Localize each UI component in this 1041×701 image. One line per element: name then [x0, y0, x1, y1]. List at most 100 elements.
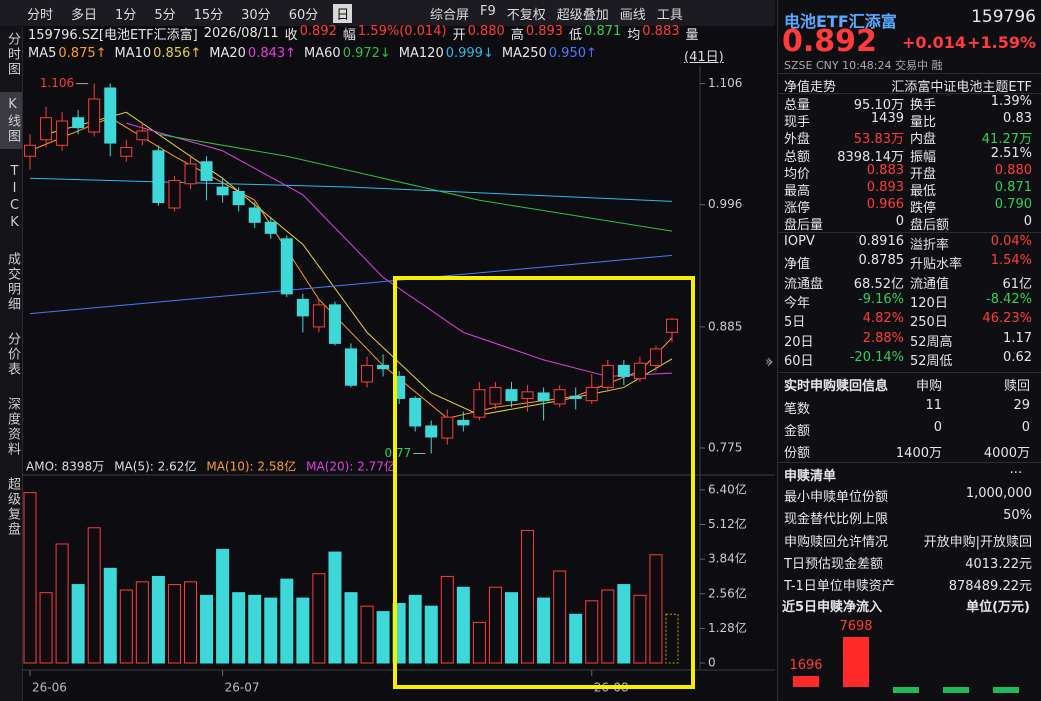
ma-item: MA10 0.856↑ — [115, 46, 202, 61]
row-label: 换手 — [910, 98, 937, 113]
candle-body — [633, 362, 646, 380]
col-head: 赎回 — [1003, 379, 1030, 394]
side-tab[interactable]: 成交明细 — [5, 252, 20, 312]
ma-name: MA250 — [501, 46, 547, 61]
tool[interactable]: F9 — [480, 4, 496, 19]
volume-bar — [280, 578, 294, 664]
tab[interactable]: 多日 — [71, 8, 98, 23]
tab[interactable]: 30分 — [241, 8, 271, 23]
side-tab[interactable]: 深度资料 — [5, 397, 20, 457]
row-value: 50% — [1003, 508, 1032, 524]
side-tab[interactable]: 分价表 — [5, 332, 20, 377]
info-bar: 159796.SZ[电池ETF汇添富] 2026/08/11 收 0.892 幅 1.59… — [28, 23, 699, 43]
tool[interactable]: 超级叠加 — [556, 8, 609, 23]
candle-body — [457, 419, 470, 426]
volume-bar — [23, 492, 37, 664]
candle-body — [328, 304, 341, 344]
candle-body — [88, 98, 101, 133]
row-value: 开放申购|开放赎回 — [923, 534, 1032, 550]
row-value: 0 — [895, 214, 904, 230]
ma-name: MA10 — [114, 46, 152, 61]
row-label: 最小申赎单位份额 — [784, 490, 889, 505]
candle-body — [666, 318, 678, 333]
quote-value: 0.883 — [642, 23, 680, 39]
row-value: 0.8916 — [858, 234, 905, 249]
row-label: 流通值 — [910, 276, 950, 292]
symbol: 159796.SZ[电池ETF汇添富] — [28, 27, 198, 43]
side-tab[interactable]: 分时图 — [5, 32, 20, 77]
candle-body — [136, 130, 149, 141]
volume-bar — [264, 597, 278, 664]
y-tick-label: 0.775 — [708, 440, 742, 454]
row-label: 20日 — [784, 334, 814, 350]
row-value: 0.8785 — [858, 253, 905, 269]
quote-label: 幅 — [342, 27, 356, 43]
ma-value: 0.856↑ — [153, 46, 202, 61]
row-value: 1.54% — [990, 253, 1032, 269]
quote-item: 均 0.883 — [627, 24, 679, 43]
candle-body — [521, 391, 534, 399]
volume-bar — [119, 589, 133, 664]
volume-bar — [601, 589, 615, 664]
ma-value: 0.875↑ — [58, 46, 107, 61]
side-tab[interactable]: 超级复盘 — [5, 477, 20, 537]
tool[interactable]: 不复权 — [506, 8, 546, 23]
tab[interactable]: 分时 — [27, 8, 54, 23]
quote-value: 1.59%(0.014) — [357, 23, 447, 39]
row-value: 1.17 — [1003, 330, 1032, 346]
side-tab[interactable]: TICK — [7, 164, 22, 232]
row-value: 2.51% — [990, 145, 1032, 161]
row-label: 总量 — [784, 98, 811, 113]
volume-bar — [585, 600, 599, 664]
separator — [778, 93, 1041, 94]
tool[interactable]: 画线 — [619, 8, 646, 23]
row-value: -20.14% — [849, 349, 904, 365]
row-label: 跌停 — [910, 201, 937, 217]
row-label: 申购赎回允许情况 — [784, 534, 889, 550]
candle-body — [537, 392, 550, 402]
ma-item: MA250 0.950↑ — [502, 46, 597, 61]
row-value: 0.880 — [994, 162, 1032, 178]
quote-value: 0.880 — [467, 23, 505, 39]
row-label: 开盘 — [910, 166, 937, 182]
row-value: 878489.22元 — [948, 579, 1032, 595]
collapse-icon[interactable] — [767, 357, 773, 367]
collapse-icon[interactable]: » — [765, 355, 772, 369]
side-tab[interactable]: K线图 — [0, 92, 22, 149]
tab[interactable]: 15分 — [193, 8, 224, 23]
candle-body — [40, 117, 53, 141]
tool[interactable]: 工具 — [656, 8, 683, 23]
tools: 综合屏 F9 不复权 超级叠加 画线 工具 — [430, 4, 683, 23]
separator — [778, 372, 1041, 373]
fund-code: 159796 — [971, 7, 1036, 27]
volume-bar — [649, 554, 663, 664]
row-label: 现手 — [784, 115, 811, 131]
row-value: 11 — [925, 398, 942, 413]
tab[interactable]: 60分 — [288, 8, 319, 23]
y-tick-label: 3.84亿 — [708, 551, 747, 566]
flow-bar — [893, 687, 919, 694]
ma-name: MA20 — [209, 46, 246, 61]
tab[interactable]: 日 — [333, 4, 353, 23]
row-label: 内盘 — [910, 132, 937, 148]
candle-body — [216, 186, 229, 196]
row-value: 0.883 — [866, 162, 904, 178]
y-tick-label: 6.40亿 — [708, 481, 747, 496]
candle-body — [248, 207, 261, 223]
volume-bar — [232, 592, 246, 664]
flow-bar — [943, 687, 969, 694]
toolbar: 分时 多日 1分 5分 15分 30分 60分日 综合屏 F9 不复权 超级叠加 画线 工具 — [0, 0, 775, 26]
tab[interactable]: 5分 — [154, 8, 176, 23]
more: ... — [1009, 462, 1022, 477]
tab[interactable]: 1分 — [115, 8, 137, 23]
row-label: 盘后量 — [784, 218, 824, 234]
candle-body — [409, 397, 422, 427]
row-label: IOPV — [784, 234, 815, 249]
range-label[interactable]: (41日) — [684, 50, 724, 65]
candle-body — [617, 364, 630, 377]
section-title: 申赎清单 — [784, 469, 837, 484]
ma-value: 0.843↑ — [247, 46, 297, 61]
volume-bar — [71, 584, 85, 664]
separator — [778, 232, 1041, 233]
tool[interactable]: 综合屏 — [430, 8, 470, 23]
